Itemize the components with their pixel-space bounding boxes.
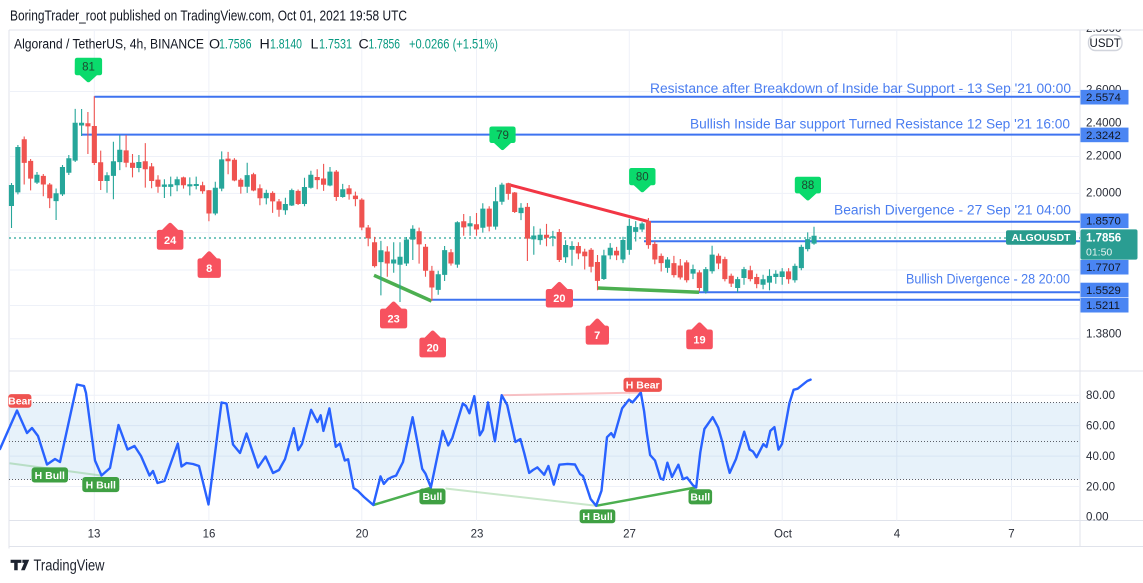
- svg-text:7: 7: [594, 330, 600, 342]
- svg-text:H Bull: H Bull: [35, 470, 65, 482]
- svg-text:Bullish Divergence - 28 20:00: Bullish Divergence - 28 20:00: [906, 272, 1070, 287]
- svg-text:H Bull: H Bull: [582, 511, 612, 523]
- svg-text:1.7531: 1.7531: [319, 36, 352, 52]
- svg-text:1.8570: 1.8570: [1086, 216, 1121, 228]
- svg-text:Algorand / TetherUS, 4h, BINAN: Algorand / TetherUS, 4h, BINANCE: [14, 36, 204, 52]
- svg-text:79: 79: [496, 130, 509, 142]
- svg-text:1.8140: 1.8140: [270, 36, 302, 52]
- svg-text:Bullish Inside Bar support Tur: Bullish Inside Bar support Turned Resist…: [690, 117, 1070, 132]
- svg-text:2.3242: 2.3242: [1086, 130, 1121, 142]
- svg-text:Bearish Divergence - 27 Sep '2: Bearish Divergence - 27 Sep '21 04:00: [834, 203, 1071, 218]
- svg-text:2.2000: 2.2000: [1086, 149, 1121, 162]
- svg-text:H Bear: H Bear: [626, 380, 660, 392]
- svg-text:20: 20: [553, 293, 565, 305]
- svg-text:1.7586: 1.7586: [219, 36, 252, 52]
- svg-text:C: C: [359, 36, 369, 52]
- svg-text:81: 81: [82, 62, 95, 74]
- svg-text:13: 13: [88, 529, 101, 541]
- svg-text:1.7707: 1.7707: [1086, 262, 1121, 274]
- svg-text:40.00: 40.00: [1086, 450, 1115, 463]
- svg-text:Bull: Bull: [690, 492, 710, 504]
- svg-text:L: L: [311, 36, 319, 52]
- svg-text:23: 23: [471, 529, 484, 541]
- svg-text:24: 24: [164, 235, 177, 247]
- svg-text:BoringTrader_root published on: BoringTrader_root published on TradingVi…: [10, 8, 407, 25]
- svg-text:Oct: Oct: [774, 529, 793, 541]
- svg-text:O: O: [209, 36, 220, 52]
- svg-text:80: 80: [636, 172, 649, 184]
- svg-text:8: 8: [206, 263, 212, 275]
- svg-text:19: 19: [693, 334, 705, 346]
- svg-text:Bear: Bear: [8, 396, 31, 408]
- svg-text:1.7856: 1.7856: [369, 36, 401, 52]
- svg-text:1.7856: 1.7856: [1086, 233, 1121, 245]
- svg-text:2.5574: 2.5574: [1086, 92, 1121, 104]
- svg-text:1.5211: 1.5211: [1086, 300, 1120, 312]
- svg-text:USDT: USDT: [1090, 38, 1121, 50]
- svg-text:01:50: 01:50: [1086, 247, 1112, 259]
- svg-text:20.00: 20.00: [1086, 480, 1115, 493]
- svg-text:60.00: 60.00: [1086, 419, 1115, 432]
- svg-text:88: 88: [802, 180, 815, 192]
- svg-text:20: 20: [427, 343, 439, 355]
- svg-text:2.0000: 2.0000: [1086, 186, 1121, 199]
- svg-text:4: 4: [894, 529, 901, 541]
- svg-text:20: 20: [356, 529, 369, 541]
- svg-text:23: 23: [387, 314, 399, 326]
- svg-text:1.5529: 1.5529: [1086, 285, 1121, 297]
- svg-text:ALGOUSDT: ALGOUSDT: [1012, 232, 1072, 244]
- svg-text:27: 27: [623, 529, 636, 541]
- svg-text:Bull: Bull: [422, 491, 442, 503]
- svg-text:H: H: [260, 36, 270, 52]
- svg-text:H Bull: H Bull: [86, 479, 116, 491]
- svg-text:1.3800: 1.3800: [1086, 327, 1121, 340]
- svg-text:16: 16: [203, 529, 216, 541]
- svg-text:80.00: 80.00: [1086, 389, 1115, 402]
- svg-text:Resistance after Breakdown of: Resistance after Breakdown of Inside bar…: [650, 81, 1071, 96]
- svg-text:TradingView: TradingView: [34, 558, 106, 575]
- svg-text:2.4000: 2.4000: [1086, 116, 1121, 129]
- svg-text:7: 7: [1008, 529, 1014, 541]
- svg-text:+0.0266 (+1.51%): +0.0266 (+1.51%): [409, 36, 498, 52]
- svg-text:0.00: 0.00: [1086, 510, 1109, 523]
